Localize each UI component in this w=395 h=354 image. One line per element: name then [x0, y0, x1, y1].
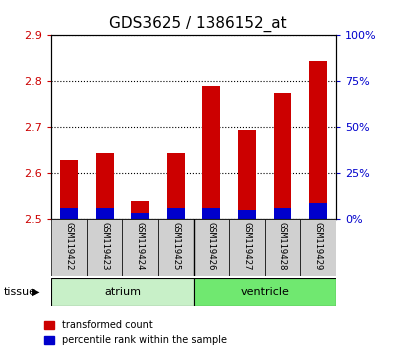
Text: tissue: tissue: [4, 287, 37, 297]
Bar: [51, 278, 194, 306]
Bar: [60, 208, 78, 219]
Bar: [167, 153, 184, 219]
Bar: [96, 153, 114, 219]
Text: ▶: ▶: [32, 287, 40, 297]
Bar: [131, 201, 149, 219]
Text: GSM119422: GSM119422: [65, 222, 73, 271]
Bar: [194, 278, 336, 306]
Text: GSM119429: GSM119429: [314, 222, 322, 271]
Bar: [300, 219, 336, 276]
Text: GDS3625 / 1386152_at: GDS3625 / 1386152_at: [109, 16, 286, 32]
Bar: [158, 219, 194, 276]
Bar: [309, 61, 327, 219]
Bar: [274, 93, 292, 219]
Bar: [274, 208, 292, 219]
Bar: [60, 160, 78, 219]
Text: ventricle: ventricle: [240, 287, 289, 297]
Text: GSM119425: GSM119425: [171, 222, 180, 271]
Bar: [238, 210, 256, 219]
Bar: [96, 208, 114, 219]
Bar: [229, 219, 265, 276]
Bar: [122, 219, 158, 276]
Bar: [202, 208, 220, 219]
Bar: [131, 212, 149, 219]
Bar: [87, 219, 122, 276]
Text: atrium: atrium: [104, 287, 141, 297]
Bar: [194, 219, 229, 276]
Bar: [51, 219, 87, 276]
Text: GSM119426: GSM119426: [207, 222, 216, 271]
Text: GSM119428: GSM119428: [278, 222, 287, 271]
Text: GSM119424: GSM119424: [136, 222, 145, 271]
Bar: [202, 86, 220, 219]
Bar: [265, 219, 300, 276]
Bar: [167, 208, 184, 219]
Bar: [309, 203, 327, 219]
Text: GSM119423: GSM119423: [100, 222, 109, 271]
Text: GSM119427: GSM119427: [243, 222, 251, 271]
Legend: transformed count, percentile rank within the sample: transformed count, percentile rank withi…: [40, 316, 231, 349]
Bar: [238, 130, 256, 219]
